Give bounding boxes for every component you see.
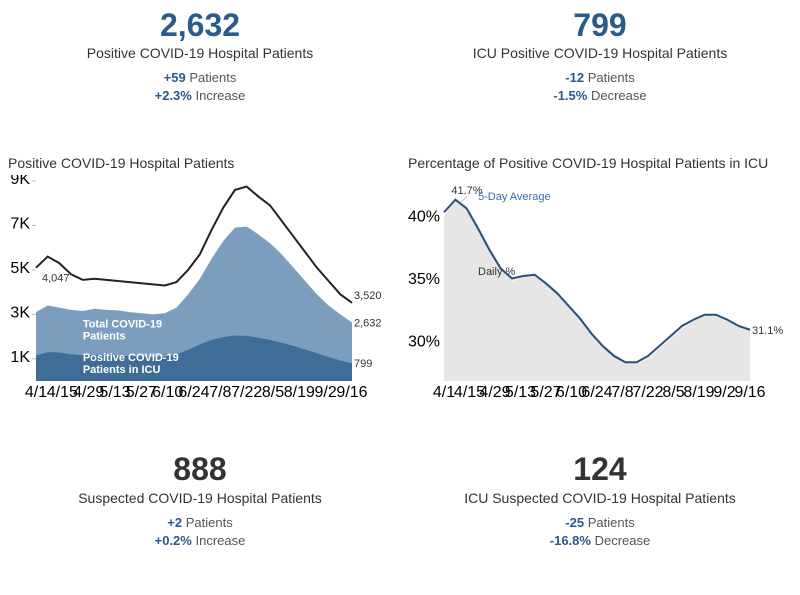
svg-text:7/22: 7/22: [632, 384, 663, 401]
stat-icu-suspected: 124 ICU Suspected COVID-19 Hospital Pati…: [400, 444, 800, 595]
chart-right-svg: 30%35%40%4/14/154/295/135/276/106/247/87…: [408, 175, 788, 405]
stat-icu-positive: 799 ICU Positive COVID-19 Hospital Patie…: [400, 0, 800, 151]
svg-text:1K: 1K: [10, 349, 30, 366]
chart-right-title: Percentage of Positive COVID-19 Hospital…: [408, 155, 792, 172]
svg-text:8/19: 8/19: [284, 384, 315, 401]
chart-right-wrap: 30%35%40%4/14/154/295/135/276/106/247/87…: [408, 175, 792, 405]
chart-left-title: Positive COVID-19 Hospital Patients: [8, 155, 392, 172]
svg-text:Patients in ICU: Patients in ICU: [83, 364, 161, 376]
stat-suspected: 888 Suspected COVID-19 Hospital Patients…: [0, 444, 400, 595]
stat-icu-positive-label: ICU Positive COVID-19 Hospital Patients: [410, 45, 790, 61]
chart-left-panel: Positive COVID-19 Hospital Patients 1K 3K…: [0, 151, 400, 445]
svg-text:5K: 5K: [10, 260, 30, 277]
stat-icu-suspected-value: 124: [410, 452, 790, 487]
stat-positive-delta: +59 Patients +2.3% Increase: [10, 69, 390, 105]
svg-text:4/1: 4/1: [25, 384, 47, 401]
svg-text:7/8: 7/8: [209, 384, 231, 401]
svg-text:9K: 9K: [10, 175, 30, 188]
stat-icu-suspected-delta: -25 Patients -16.8% Decrease: [410, 514, 790, 550]
svg-text:9/2: 9/2: [315, 384, 337, 401]
stat-positive-label: Positive COVID-19 Hospital Patients: [10, 45, 390, 61]
svg-text:35%: 35%: [408, 271, 440, 288]
stat-icu-positive-value: 799: [410, 8, 790, 43]
svg-text:7/22: 7/22: [231, 384, 262, 401]
chart-left-wrap: 1K3K5K7K9K4/14/154/295/135/276/106/247/8…: [8, 175, 392, 405]
svg-text:8/5: 8/5: [262, 384, 284, 401]
stat-icu-suspected-label: ICU Suspected COVID-19 Hospital Patients: [410, 490, 790, 506]
svg-text:Total COVID-19: Total COVID-19: [83, 319, 162, 331]
svg-text:Daily %: Daily %: [478, 266, 516, 278]
svg-text:3,520: 3,520: [354, 290, 382, 302]
svg-text:8/19: 8/19: [683, 384, 714, 401]
svg-text:3K: 3K: [10, 305, 30, 322]
stat-suspected-delta: +2 Patients +0.2% Increase: [10, 514, 390, 550]
svg-text:Patients: Patients: [83, 331, 126, 343]
svg-text:6/24: 6/24: [581, 384, 612, 401]
chart-left-svg: 1K3K5K7K9K4/14/154/295/135/276/106/247/8…: [8, 175, 388, 405]
chart-right-panel: Percentage of Positive COVID-19 Hospital…: [400, 151, 800, 445]
svg-text:9/16: 9/16: [734, 384, 765, 401]
svg-text:9/16: 9/16: [336, 384, 367, 401]
svg-text:7/8: 7/8: [611, 384, 633, 401]
svg-text:4,047: 4,047: [42, 273, 70, 285]
svg-text:799: 799: [354, 359, 372, 371]
svg-text:9/2: 9/2: [713, 384, 735, 401]
stat-suspected-value: 888: [10, 452, 390, 487]
svg-text:31.1%: 31.1%: [752, 325, 783, 337]
svg-text:7K: 7K: [10, 216, 30, 233]
stat-positive-value: 2,632: [10, 8, 390, 43]
svg-text:30%: 30%: [408, 334, 440, 351]
stat-positive: 2,632 Positive COVID-19 Hospital Patient…: [0, 0, 400, 151]
dashboard-grid: 2,632 Positive COVID-19 Hospital Patient…: [0, 0, 800, 595]
svg-text:5-Day Average: 5-Day Average: [478, 191, 551, 203]
svg-text:6/24: 6/24: [178, 384, 209, 401]
svg-text:8/5: 8/5: [662, 384, 684, 401]
svg-text:40%: 40%: [408, 209, 440, 226]
stat-suspected-label: Suspected COVID-19 Hospital Patients: [10, 490, 390, 506]
svg-text:2,632: 2,632: [354, 318, 382, 330]
stat-icu-positive-delta: -12 Patients -1.5% Decrease: [410, 69, 790, 105]
svg-text:Positive COVID-19: Positive COVID-19: [83, 352, 179, 364]
svg-text:4/1: 4/1: [433, 384, 455, 401]
